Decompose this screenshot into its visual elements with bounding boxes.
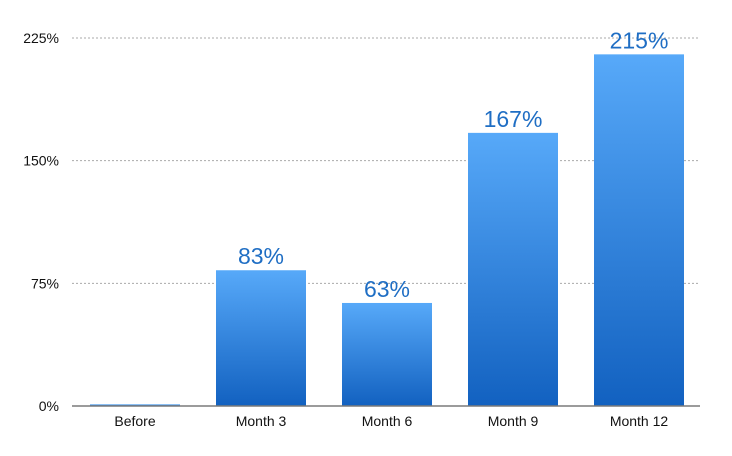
- bar-month-3: [216, 270, 306, 406]
- bar-month-6: [342, 302, 432, 406]
- x-tick-label: Month 9: [488, 413, 539, 429]
- y-tick-label: 225%: [23, 30, 59, 46]
- x-tick-label: Month 3: [236, 413, 287, 429]
- data-label: 167%: [484, 106, 543, 132]
- x-tick-label: Month 12: [610, 413, 669, 429]
- bar-month-12: [594, 54, 684, 406]
- data-label: 83%: [238, 243, 284, 269]
- bar-month-9: [468, 132, 558, 406]
- data-label: 63%: [364, 276, 410, 302]
- x-tick-label: Before: [114, 413, 155, 429]
- x-tick-label: Month 6: [362, 413, 413, 429]
- y-tick-label: 0%: [39, 398, 59, 414]
- grid-layer: [72, 37, 700, 284]
- bar-before: [90, 404, 180, 406]
- y-tick-label: 150%: [23, 153, 59, 169]
- axis-layer: 0% 75% 150% 225% Before Month 3 Month 6 Month 9…: [23, 30, 700, 429]
- bars-layer: [90, 54, 684, 406]
- y-tick-label: 75%: [31, 275, 59, 291]
- data-label: 215%: [610, 27, 669, 53]
- labels-layer: 83% 63% 167% 215%: [238, 27, 668, 302]
